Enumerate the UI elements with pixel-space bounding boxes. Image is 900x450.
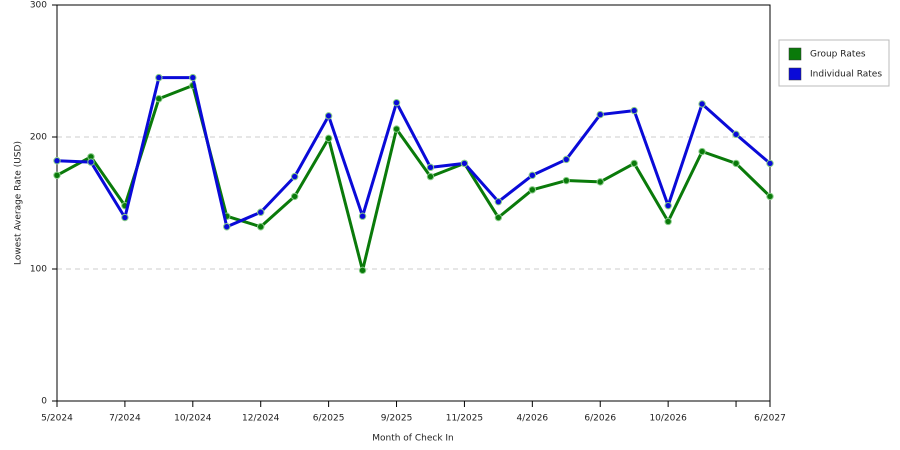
point — [53, 157, 61, 165]
point — [426, 163, 435, 172]
x-tick-label: 6/2025 — [313, 414, 345, 424]
point — [290, 192, 299, 201]
x-tick-label: 10/2024 — [174, 414, 212, 424]
point — [155, 73, 163, 82]
legend-swatch — [788, 67, 802, 81]
point — [460, 159, 469, 168]
point — [189, 73, 197, 82]
point — [121, 213, 129, 222]
plot-frame — [56, 4, 771, 402]
point — [358, 212, 367, 220]
x-tick-label: 7/2024 — [109, 414, 141, 424]
legend-label: Group Rates — [810, 50, 866, 60]
series-line — [56, 76, 771, 229]
point — [664, 201, 672, 210]
point — [766, 192, 774, 201]
point — [53, 171, 61, 179]
point — [392, 125, 401, 133]
y-tick-label: 200 — [30, 133, 47, 143]
x-tick-label: 4/2026 — [516, 414, 548, 424]
point — [732, 159, 740, 168]
y-tick-label: 100 — [30, 265, 47, 275]
point — [392, 98, 401, 107]
point — [324, 112, 333, 120]
point — [528, 171, 537, 179]
point — [87, 158, 95, 166]
legend-label: Individual Rates — [810, 70, 882, 80]
point — [596, 110, 604, 119]
point — [257, 223, 265, 231]
y-tick-label: 0 — [41, 397, 47, 407]
x-tick-label: 5/2024 — [41, 414, 73, 424]
x-tick-label: 6/2027 — [754, 414, 786, 424]
point — [494, 197, 503, 206]
point — [562, 155, 570, 164]
legend-swatch — [788, 47, 802, 61]
point — [358, 266, 367, 275]
y-tick-label: 300 — [30, 1, 47, 11]
x-tick-label: 11/2025 — [446, 414, 483, 424]
point — [732, 130, 740, 139]
point — [766, 159, 774, 168]
x-axis-label: Month of Check In — [372, 434, 454, 444]
point — [562, 176, 570, 185]
x-tick-label: 12/2024 — [242, 414, 280, 424]
point — [698, 147, 706, 156]
point — [494, 213, 503, 222]
point — [596, 178, 604, 186]
point — [528, 186, 537, 194]
point — [290, 172, 299, 181]
series-line — [56, 84, 772, 272]
point — [257, 208, 265, 216]
point — [223, 223, 231, 231]
x-tick-label: 9/2025 — [381, 414, 413, 424]
point — [630, 106, 638, 115]
point — [426, 172, 435, 181]
x-tick-label: 6/2026 — [584, 414, 616, 424]
point — [630, 159, 638, 168]
x-tick-label: 10/2026 — [649, 414, 687, 424]
point — [664, 217, 672, 226]
point — [324, 134, 333, 143]
point — [698, 100, 706, 108]
y-axis-label: Lowest Average Rate (USD) — [14, 141, 24, 265]
point — [155, 95, 163, 103]
